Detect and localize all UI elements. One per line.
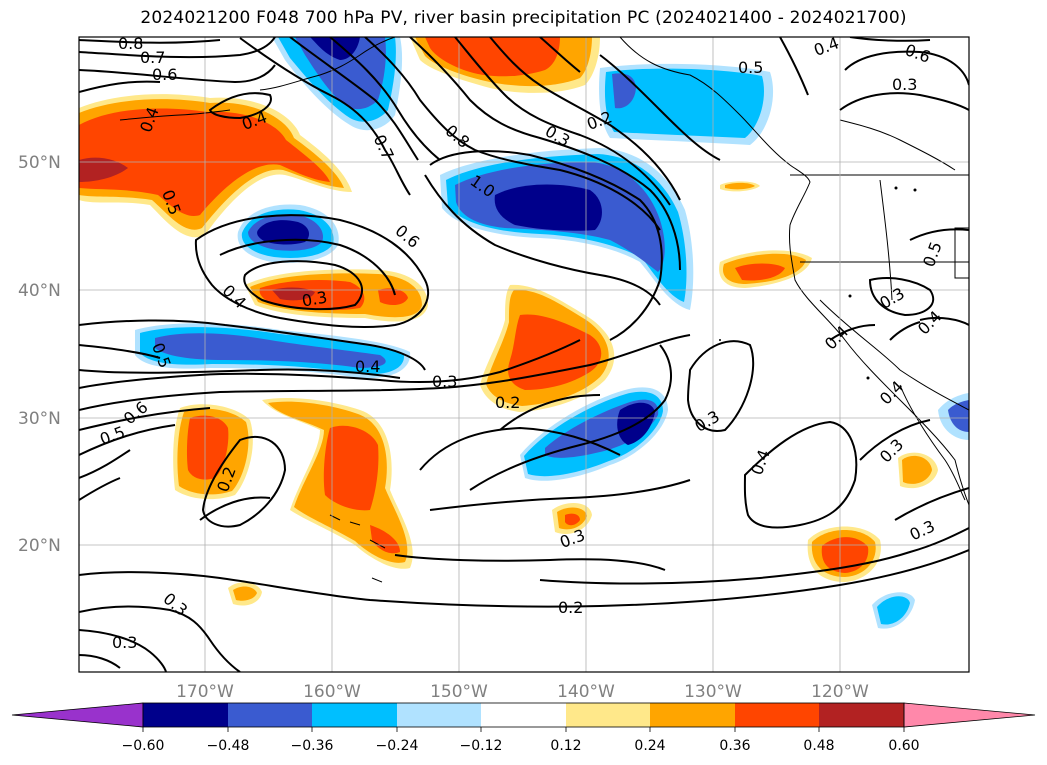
colorbar-ticks (142, 727, 905, 732)
colorbar: −0.60 −0.48 −0.36 −0.24 −0.12 0.12 0.24 … (11, 702, 1036, 754)
colorbar-segment (397, 703, 481, 727)
lon-label-140w: 140°W (557, 682, 615, 702)
lon-label-160w: 160°W (303, 682, 361, 702)
colorbar-label: 0.60 (888, 738, 919, 754)
colorbar-segment (312, 703, 397, 727)
map-content: 0.8 0.7 0.6 0.4 0.4 0.5 0.7 0.8 1.0 0.3 … (79, 34, 969, 672)
colorbar-segment (819, 703, 904, 727)
colorbar-label: −0.60 (122, 738, 165, 754)
negative-anomaly-east-core (948, 400, 969, 432)
colorbar-label: 0.24 (634, 738, 665, 754)
shaded-fields (79, 37, 969, 629)
colorbar-segment (228, 703, 312, 727)
positive-anomaly-tiny-core (725, 182, 755, 190)
contour-label: 0.8 (118, 34, 143, 53)
positive-anomaly-nw-max (79, 157, 128, 182)
negative-anomaly-central-max (494, 184, 602, 231)
colorbar-label: −0.24 (376, 738, 419, 754)
gridlines (79, 37, 969, 672)
coastlines (119, 37, 969, 583)
contour-label: 0.3 (892, 75, 917, 94)
negative-anomaly-w35-strong (155, 333, 386, 368)
negative-anomaly-west-max (257, 220, 310, 245)
positive-anomaly-hawaii-tail (370, 525, 400, 554)
colorbar-frame (142, 702, 905, 728)
contour-label: 0.7 (140, 48, 165, 67)
islands (719, 186, 917, 380)
lat-labels: 50°N 40°N 30°N 20°N (18, 153, 61, 556)
lat-label-20n: 20°N (18, 536, 61, 556)
lon-label-150w: 150°W (430, 682, 488, 702)
positive-anomaly-se-strong (821, 537, 869, 573)
map-border (78, 36, 970, 673)
colorbar-label: −0.48 (207, 738, 250, 754)
lon-label-130w: 130°W (684, 682, 742, 702)
lat-label-50n: 50°N (18, 153, 61, 173)
contour-label: 0.2 (558, 598, 583, 617)
contour-label: 0.3 (432, 372, 457, 391)
colorbar-segment (735, 703, 819, 727)
contour-label: 0.2 (495, 393, 520, 412)
positive-anomaly-sw-strong (186, 415, 229, 480)
contour-label: 0.3 (300, 287, 328, 310)
colorbar-segment (481, 703, 566, 727)
colorbar-label: −0.36 (291, 738, 334, 754)
contour-label: 0.6 (152, 65, 177, 84)
colorbar-segment (650, 703, 735, 727)
lon-labels: 170°W 160°W 150°W 140°W 130°W 120°W (176, 682, 869, 702)
contour-label: 0.3 (112, 633, 137, 652)
colorbar-label: 0.48 (803, 738, 834, 754)
colorbar-extend-min (11, 702, 144, 728)
positive-anomaly-hawaii-strong (323, 425, 379, 511)
colorbar-extend-max (903, 702, 1036, 728)
lon-label-120w: 120°W (811, 682, 869, 702)
lon-label-170w: 170°W (176, 682, 234, 702)
map-title: 2024021200 F048 700 hPa PV, river basin … (140, 8, 907, 28)
pv-contours (79, 37, 969, 672)
contour-label: 0.4 (355, 357, 380, 376)
positive-anomaly-baja-core (902, 455, 932, 484)
positive-anomaly-small-1-core (233, 586, 257, 601)
negative-anomaly-ne-core (604, 68, 765, 138)
colorbar-label: 0.36 (719, 738, 750, 754)
positive-anomaly-w40-east (378, 288, 408, 306)
colorbar-segment (143, 703, 228, 727)
positive-anomaly-coast-strong (735, 263, 785, 281)
contour-label: 0.5 (738, 58, 763, 77)
colorbar-label: 0.12 (550, 738, 581, 754)
positive-anomaly-small-2-strong (565, 513, 580, 526)
negative-anomaly-small-core (877, 596, 910, 625)
positive-anomaly-w40-max (272, 287, 315, 301)
colorbar-label: −0.12 (460, 738, 503, 754)
colorbar-segment (566, 703, 650, 727)
lat-label-30n: 30°N (18, 409, 61, 429)
negative-anomaly-top-max (310, 37, 360, 60)
lat-label-40n: 40°N (18, 281, 61, 301)
